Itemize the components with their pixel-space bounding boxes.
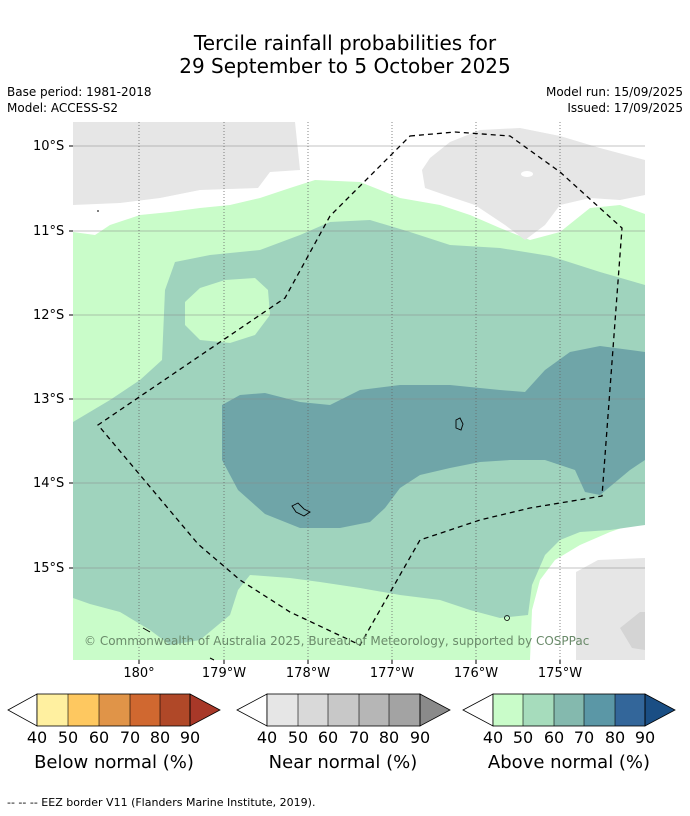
colorbar-tick: 50 — [57, 728, 79, 747]
lon-label: 179°W — [201, 666, 247, 681]
colorbar-tick: 90 — [179, 728, 201, 747]
colorbar-tick: 70 — [348, 728, 370, 747]
axis-ticks — [69, 145, 561, 664]
colorbar-tick: 80 — [149, 728, 171, 747]
lat-label: 12°S — [33, 308, 65, 323]
colorbar-above — [462, 693, 676, 727]
lat-label: 14°S — [33, 476, 65, 491]
chart-title-line2: 29 September to 5 October 2025 — [179, 54, 511, 78]
colorbar-tick: 70 — [573, 728, 595, 747]
colorbar-tick: 90 — [409, 728, 431, 747]
above-normal-60-region — [222, 346, 645, 528]
colorbar-tick: 40 — [26, 728, 48, 747]
copyright-text: © Commonwealth of Australia 2025, Bureau… — [84, 634, 590, 648]
land-northeast — [422, 128, 645, 240]
island-outline — [455, 417, 464, 431]
colorbar-near — [236, 693, 451, 727]
colorbar-tick: 80 — [604, 728, 626, 747]
eez-border-fragment-2 — [209, 657, 215, 661]
colorbar-label-near: Near normal (%) — [268, 752, 418, 773]
island-outline-3 — [504, 615, 510, 621]
lat-label: 13°S — [33, 392, 65, 407]
lon-label: 178°W — [285, 666, 331, 681]
model-run-text: Model run: 15/09/2025 — [545, 85, 683, 99]
colorbar-tick: 60 — [317, 728, 339, 747]
issued-text: Issued: 17/09/2025 — [567, 101, 683, 115]
lat-label: 10°S — [33, 139, 65, 154]
colorbar-tick: 50 — [287, 728, 309, 747]
colorbar-tick: 50 — [512, 728, 534, 747]
lon-label: 175°W — [537, 666, 583, 681]
chart-title-line1: Tercile rainfall probabilities for — [193, 31, 497, 55]
lat-gridlines — [73, 145, 645, 569]
colorbar-tick: 80 — [378, 728, 400, 747]
colorbar-tick: 60 — [88, 728, 110, 747]
colorbar-tick: 40 — [482, 728, 504, 747]
colorbar-label-above: Above normal (%) — [487, 752, 651, 773]
lat-label: 15°S — [33, 561, 65, 576]
colorbar-tick: 90 — [634, 728, 656, 747]
land-northwest — [73, 122, 300, 205]
colorbar-tick: 60 — [543, 728, 565, 747]
land-southeast-inner — [620, 612, 645, 650]
lon-label: 176°W — [453, 666, 499, 681]
base-period-text: Base period: 1981-2018 — [7, 85, 152, 99]
eez-legend-text: -- -- -- EEZ border V11 (Flanders Marine… — [7, 796, 316, 809]
lon-label: 180° — [123, 666, 155, 681]
eez-border-fragment — [142, 627, 151, 633]
colorbar-below — [7, 693, 221, 727]
island-gap — [521, 171, 533, 177]
colorbar-label-below: Below normal (%) — [34, 752, 194, 773]
colorbar-tick: 40 — [256, 728, 278, 747]
lat-label: 11°S — [33, 224, 65, 239]
above-normal-40-pocket — [185, 278, 270, 343]
model-text: Model: ACCESS-S2 — [7, 101, 119, 115]
lon-label: 177°W — [369, 666, 415, 681]
eez-border — [97, 131, 623, 646]
map-area — [73, 122, 645, 660]
colorbar-tick: 70 — [119, 728, 141, 747]
island-outline-2 — [291, 502, 311, 517]
